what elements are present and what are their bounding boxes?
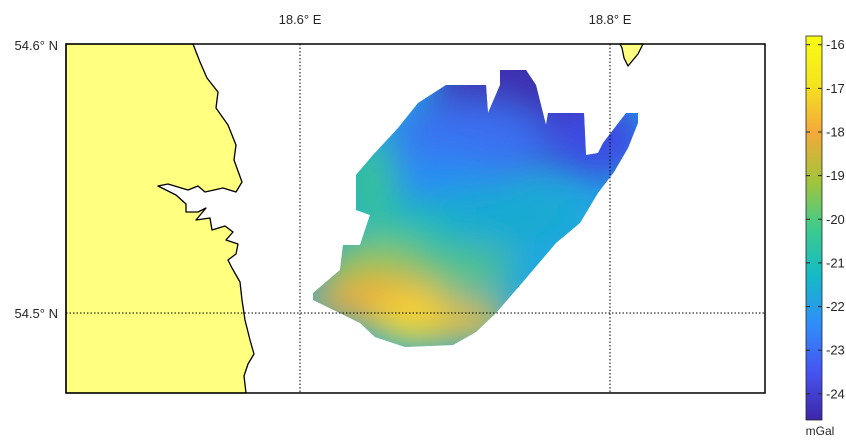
lat-label-54.6: 54.6° N: [14, 38, 58, 53]
colorbar-tick-label: -19: [826, 168, 845, 183]
colorbar-tick-label: -24: [826, 386, 845, 401]
colorbar-ticks: -16 -17 -18 -19 -20 -21 -22 -23 -24: [806, 37, 845, 401]
colorbar-unit-label: mGal: [806, 424, 835, 438]
colorbar: -16 -17 -18 -19 -20 -21 -22 -23 -24 mGal: [805, 35, 845, 438]
mainland-coast: [65, 43, 255, 394]
anomaly-blob: [420, 185, 580, 245]
colorbar-tick-label: -20: [826, 212, 845, 227]
colorbar-bar: [805, 35, 823, 421]
lon-label-18.8: 18.8° E: [589, 12, 632, 27]
colorbar-tick-label: -23: [826, 343, 845, 358]
colorbar-tick-label: -16: [826, 37, 845, 52]
map-frame: [65, 43, 766, 394]
anomaly-blob: [405, 248, 515, 288]
colorbar-tick-label: -21: [826, 255, 845, 270]
lat-label-54.5: 54.5° N: [14, 306, 58, 321]
colorbar-tick-label: -22: [826, 299, 845, 314]
lon-label-18.6: 18.6° E: [279, 12, 322, 27]
colorbar-tick-label: -18: [826, 125, 845, 140]
colorbar-tick-label: -17: [826, 81, 845, 96]
